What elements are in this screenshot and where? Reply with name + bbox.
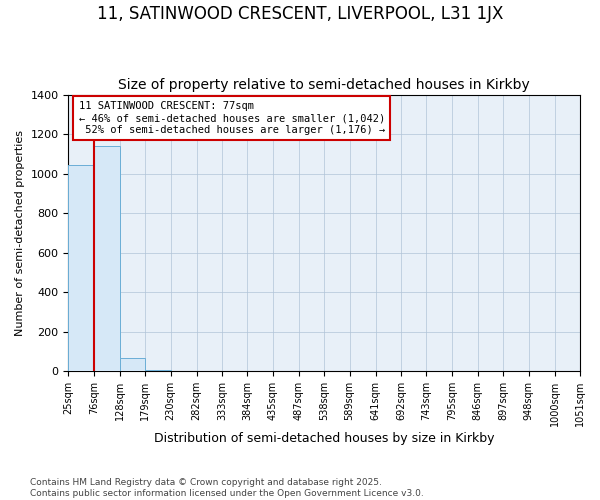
Text: Contains HM Land Registry data © Crown copyright and database right 2025.
Contai: Contains HM Land Registry data © Crown c…: [30, 478, 424, 498]
Bar: [94, 146, 120, 372]
Bar: [120, 358, 145, 372]
Bar: [145, 370, 170, 372]
Text: 11, SATINWOOD CRESCENT, LIVERPOOL, L31 1JX: 11, SATINWOOD CRESCENT, LIVERPOOL, L31 1…: [97, 5, 503, 23]
Y-axis label: Number of semi-detached properties: Number of semi-detached properties: [15, 130, 25, 336]
X-axis label: Distribution of semi-detached houses by size in Kirkby: Distribution of semi-detached houses by …: [154, 432, 494, 445]
Bar: [68, 166, 94, 372]
Text: 11 SATINWOOD CRESCENT: 77sqm
← 46% of semi-detached houses are smaller (1,042)
 : 11 SATINWOOD CRESCENT: 77sqm ← 46% of se…: [79, 102, 385, 134]
Title: Size of property relative to semi-detached houses in Kirkby: Size of property relative to semi-detach…: [118, 78, 530, 92]
